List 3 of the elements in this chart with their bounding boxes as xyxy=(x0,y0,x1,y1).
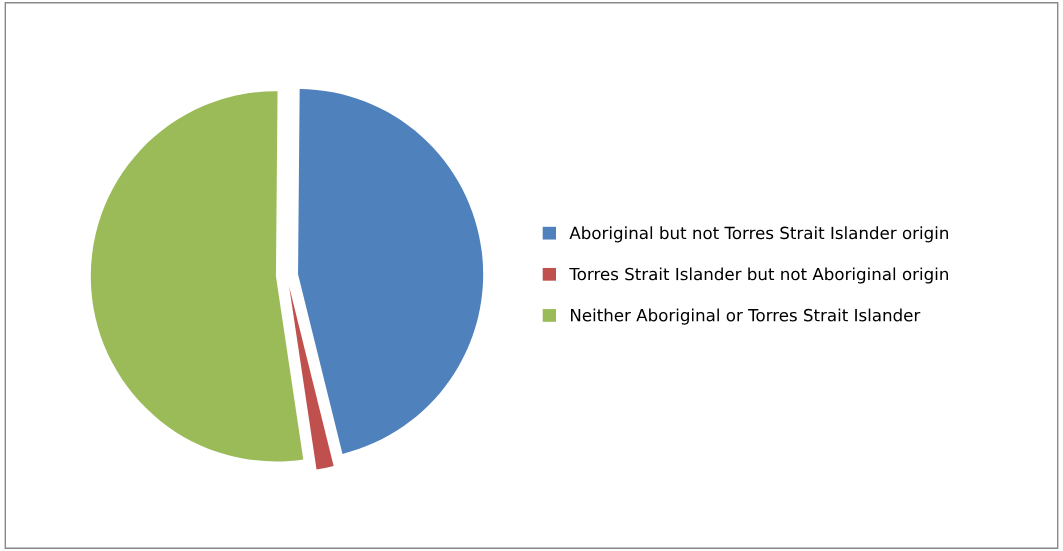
legend-label: Aboriginal but not Torres Strait Islander origin xyxy=(569,226,948,243)
legend-label: Torres Strait Islander but not Aboriginal origin xyxy=(569,267,948,284)
legend-label: Neither Aboriginal or Torres Strait Islander xyxy=(570,308,921,325)
